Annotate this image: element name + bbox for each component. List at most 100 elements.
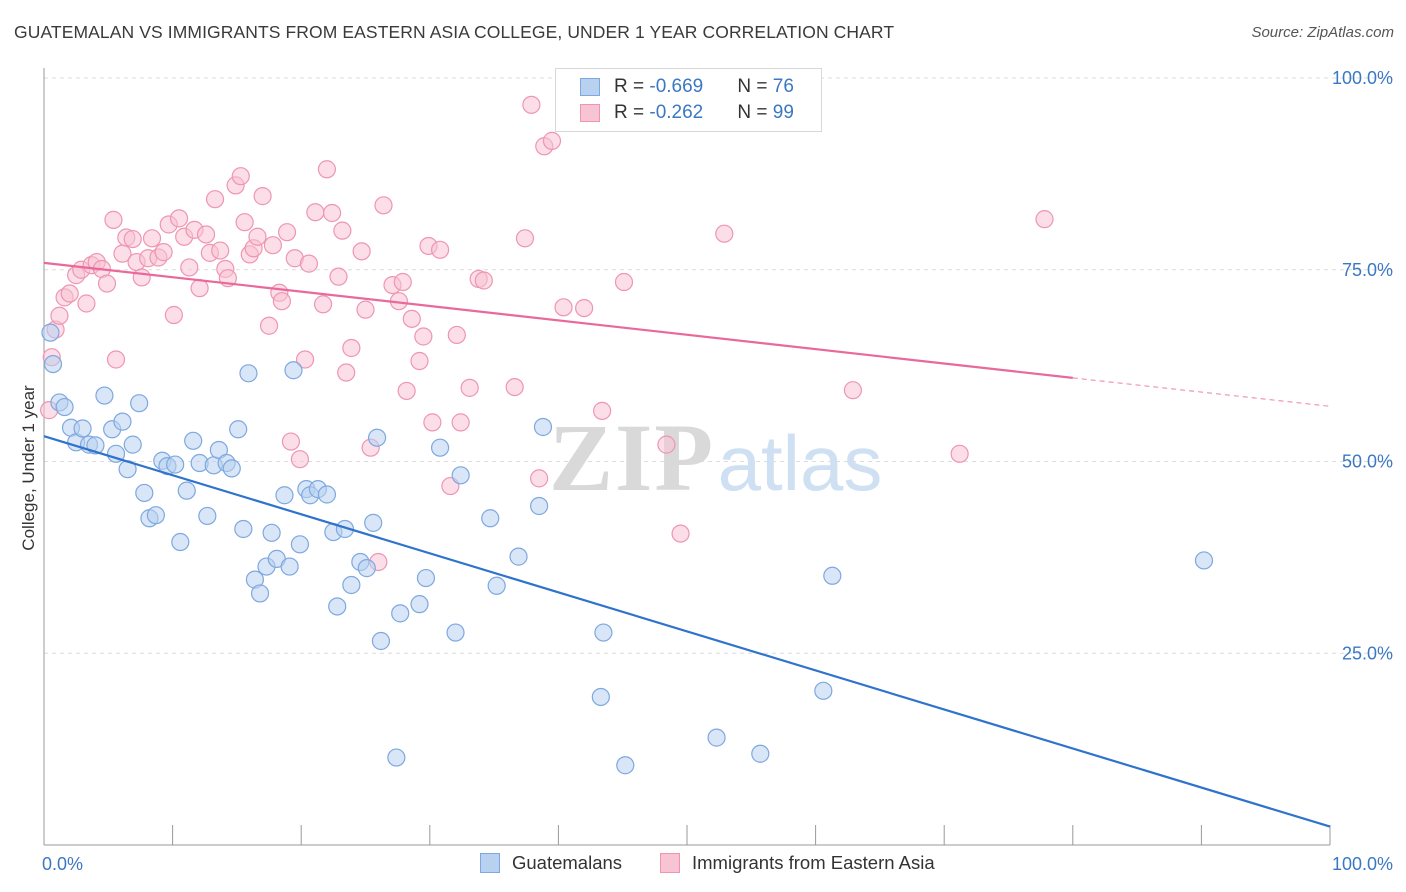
legend-n-label: N = <box>737 76 773 97</box>
data-point-guatemalans <box>357 559 376 578</box>
data-point-eastern-asia <box>77 294 96 313</box>
data-point-eastern-asia <box>253 187 272 206</box>
data-point-eastern-asia <box>593 401 612 420</box>
data-point-eastern-asia <box>180 258 199 277</box>
data-point-eastern-asia <box>671 524 690 543</box>
data-point-eastern-asia <box>614 272 634 292</box>
legend-label-guatemalans: Guatemalans <box>512 852 623 873</box>
data-point-guatemalans <box>594 623 613 642</box>
y-tick-label: 100.0% <box>1332 68 1393 88</box>
legend-r-value: -0.669 <box>649 76 704 97</box>
data-point-guatemalans <box>317 485 337 504</box>
y-tick-label: 50.0% <box>1342 452 1393 472</box>
data-point-guatemalans <box>416 568 436 588</box>
chart-title: GUATEMALAN VS IMMIGRANTS FROM EASTERN AS… <box>14 22 895 42</box>
legend-swatch-eastern-asia <box>660 853 680 873</box>
data-point-guatemalans <box>130 394 149 413</box>
data-point-eastern-asia <box>657 435 676 454</box>
legend-n-value: 76 <box>772 76 794 97</box>
data-point-eastern-asia <box>272 292 292 311</box>
series-eastern-asia-points <box>40 95 1054 572</box>
data-point-eastern-asia <box>393 272 412 292</box>
data-point-guatemalans <box>823 566 842 585</box>
data-point-eastern-asia <box>164 305 183 325</box>
data-point-eastern-asia <box>333 221 352 240</box>
data-point-guatemalans <box>239 364 258 383</box>
data-point-eastern-asia <box>97 274 117 293</box>
data-point-eastern-asia <box>374 196 393 215</box>
data-point-guatemalans <box>95 386 114 405</box>
data-point-eastern-asia <box>505 378 524 397</box>
data-point-guatemalans <box>43 354 63 374</box>
trend-line-eastern-asia-extension <box>1072 377 1331 407</box>
data-point-guatemalans <box>275 486 294 505</box>
legend-label-eastern-asia: Immigrants from Eastern Asia <box>692 852 935 873</box>
data-point-eastern-asia <box>575 299 594 318</box>
data-point-eastern-asia <box>1035 210 1054 229</box>
data-point-eastern-asia <box>211 241 230 260</box>
data-point-guatemalans <box>135 483 154 503</box>
data-point-eastern-asia <box>317 160 337 179</box>
correlation-legend: R = -0.669 N = 76 R = -0.262 N = 99 <box>555 68 822 132</box>
data-point-guatemalans <box>387 748 406 767</box>
data-point-guatemalans <box>284 361 303 380</box>
data-point-eastern-asia <box>259 316 279 335</box>
legend-row-eastern-asia: R = -0.262 N = 99 <box>580 101 794 125</box>
trend-line-eastern-asia <box>43 261 1073 379</box>
data-point-eastern-asia <box>248 227 267 246</box>
data-point-guatemalans <box>234 519 253 539</box>
legend-swatch-pink <box>580 104 600 122</box>
data-point-guatemalans <box>451 466 470 485</box>
data-point-eastern-asia <box>106 350 126 369</box>
data-point-eastern-asia <box>104 210 123 229</box>
data-point-guatemalans <box>751 744 770 763</box>
y-axis-title: College, Under 1 year <box>19 385 38 551</box>
legend-r-label: R = <box>614 102 650 123</box>
legend-row-guatemalans: R = -0.669 N = 76 <box>580 75 794 99</box>
data-point-guatemalans <box>262 523 281 542</box>
data-point-guatemalans <box>481 509 500 528</box>
data-point-eastern-asia <box>322 203 342 223</box>
data-point-eastern-asia <box>299 254 319 273</box>
data-point-eastern-asia <box>142 229 162 248</box>
data-point-guatemalans <box>533 417 553 437</box>
data-point-guatemalans <box>146 506 165 525</box>
data-point-eastern-asia <box>50 306 69 325</box>
data-point-guatemalans <box>229 420 248 439</box>
series-guatemalans-points <box>41 323 1214 775</box>
watermark-atlas: atlas <box>718 419 883 507</box>
x-tick-label: 100.0% <box>1332 854 1393 874</box>
data-point-guatemalans <box>280 557 299 576</box>
legend-n-value: 99 <box>772 102 794 123</box>
data-point-guatemalans <box>364 513 383 532</box>
trend-line-guatemalans <box>43 435 1331 828</box>
data-point-guatemalans <box>707 728 726 747</box>
data-point-guatemalans <box>367 428 387 447</box>
data-point-eastern-asia <box>337 363 356 382</box>
data-point-eastern-asia <box>542 131 562 150</box>
watermark-zip: ZIP <box>549 404 715 511</box>
data-point-guatemalans <box>250 584 270 603</box>
data-point-eastern-asia <box>169 209 189 228</box>
data-point-eastern-asia <box>430 240 450 259</box>
data-point-guatemalans <box>198 506 217 526</box>
data-point-guatemalans <box>184 431 203 450</box>
data-point-eastern-asia <box>447 325 466 345</box>
data-point-guatemalans <box>106 444 126 463</box>
data-point-eastern-asia <box>414 327 433 346</box>
data-point-eastern-asia <box>451 413 470 432</box>
data-point-eastern-asia <box>460 378 479 397</box>
data-point-eastern-asia <box>196 225 216 244</box>
data-point-guatemalans <box>171 532 190 552</box>
data-point-eastern-asia <box>205 190 225 209</box>
data-point-guatemalans <box>509 547 528 566</box>
data-point-eastern-asia <box>295 350 315 369</box>
data-point-guatemalans <box>371 631 391 651</box>
data-point-eastern-asia <box>950 444 969 463</box>
source-label: Source: ZipAtlas.com <box>1251 24 1394 41</box>
data-point-guatemalans <box>41 323 60 342</box>
data-point-eastern-asia <box>402 309 421 328</box>
data-point-guatemalans <box>814 681 833 700</box>
data-point-eastern-asia <box>554 298 573 317</box>
